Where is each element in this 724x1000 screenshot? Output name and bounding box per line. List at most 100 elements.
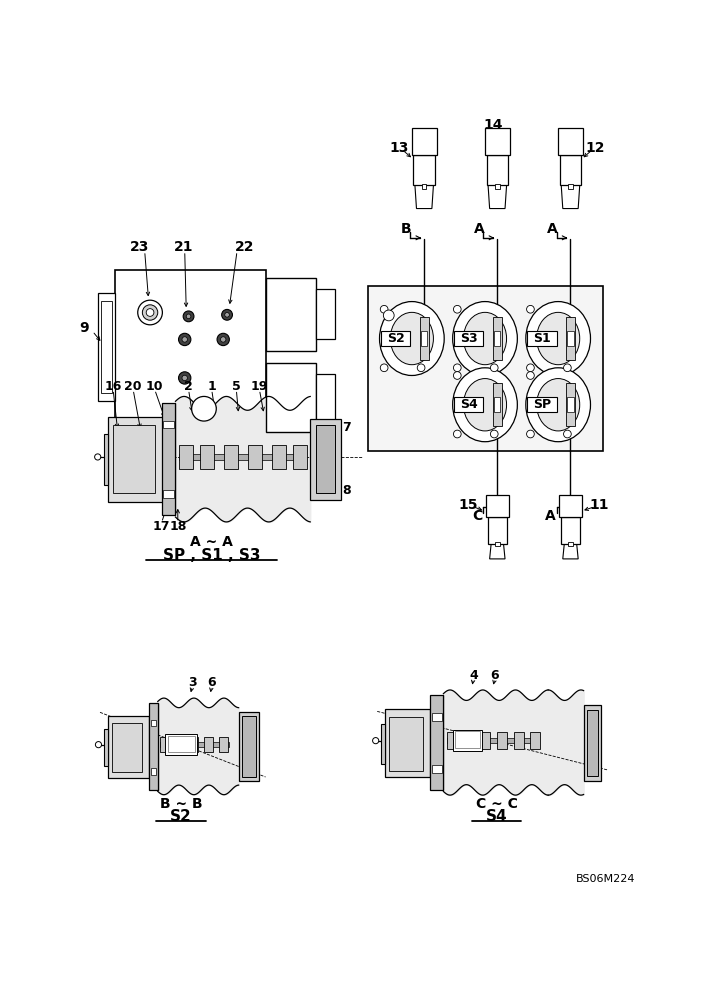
Bar	[430, 695, 443, 790]
Bar	[493, 317, 502, 360]
Bar	[494, 397, 500, 412]
Bar	[454, 331, 484, 346]
Text: 17: 17	[153, 520, 170, 533]
Ellipse shape	[463, 379, 507, 431]
Bar	[163, 490, 174, 498]
Ellipse shape	[452, 368, 518, 442]
Bar	[566, 383, 575, 426]
Circle shape	[526, 430, 534, 438]
Circle shape	[563, 430, 571, 438]
Bar	[495, 184, 500, 189]
Circle shape	[380, 364, 388, 372]
Bar	[432, 713, 442, 721]
Text: 18: 18	[169, 520, 187, 533]
Bar	[455, 731, 481, 748]
Bar	[488, 517, 507, 544]
Circle shape	[224, 312, 230, 317]
Polygon shape	[415, 185, 434, 209]
Text: 12: 12	[586, 141, 605, 155]
Bar	[421, 331, 427, 346]
Bar	[239, 712, 259, 781]
Ellipse shape	[536, 312, 580, 365]
Ellipse shape	[526, 368, 591, 442]
Text: S2: S2	[387, 332, 405, 345]
Text: A: A	[547, 222, 557, 236]
Circle shape	[453, 305, 461, 313]
Text: S4: S4	[460, 398, 478, 411]
Text: S4: S4	[486, 809, 508, 824]
Bar	[316, 425, 335, 493]
Bar	[266, 363, 316, 432]
Ellipse shape	[390, 312, 434, 365]
Bar	[219, 737, 228, 752]
Circle shape	[102, 383, 107, 388]
Circle shape	[384, 310, 394, 321]
Bar	[420, 317, 429, 360]
Bar	[561, 517, 580, 544]
Text: SP: SP	[533, 398, 551, 411]
Text: 9: 9	[80, 321, 89, 335]
Text: 11: 11	[589, 498, 609, 512]
Circle shape	[453, 364, 461, 372]
Text: S3: S3	[460, 332, 478, 345]
Circle shape	[96, 742, 101, 748]
Text: SP , S1 , S3: SP , S1 , S3	[163, 548, 261, 563]
Bar	[385, 709, 430, 777]
Bar	[584, 705, 601, 781]
Circle shape	[453, 430, 461, 438]
Bar	[568, 397, 573, 412]
Bar	[180, 454, 299, 460]
Bar	[316, 289, 335, 339]
Circle shape	[526, 305, 534, 313]
Bar	[559, 495, 582, 517]
Text: 10: 10	[146, 380, 164, 393]
Bar	[447, 738, 534, 743]
Ellipse shape	[463, 312, 507, 365]
Circle shape	[217, 333, 230, 346]
Bar	[204, 737, 213, 752]
Text: 22: 22	[235, 240, 255, 254]
Bar	[527, 331, 557, 346]
Bar	[432, 765, 442, 773]
Text: B ~ B: B ~ B	[159, 797, 202, 811]
Bar	[161, 403, 175, 515]
Bar	[108, 716, 149, 778]
Bar	[104, 729, 108, 766]
Text: 7: 7	[342, 421, 351, 434]
Text: 21: 21	[174, 240, 193, 254]
Bar	[422, 184, 426, 189]
Text: 15: 15	[459, 498, 479, 512]
Bar	[514, 732, 524, 749]
Bar	[381, 331, 411, 346]
Bar	[310, 419, 341, 500]
Bar	[188, 737, 198, 752]
Bar	[316, 374, 335, 420]
Text: 2: 2	[184, 380, 193, 393]
Bar	[568, 331, 573, 346]
Circle shape	[186, 314, 191, 319]
Text: 3: 3	[188, 676, 197, 689]
Text: C ~ C: C ~ C	[476, 797, 518, 811]
Circle shape	[95, 454, 101, 460]
Text: 6: 6	[207, 676, 216, 689]
Text: 20: 20	[125, 380, 142, 393]
Bar	[566, 317, 575, 360]
Bar	[160, 742, 229, 747]
Bar	[493, 383, 502, 426]
Bar	[568, 184, 573, 189]
Bar	[586, 710, 598, 776]
Circle shape	[490, 430, 498, 438]
Bar	[495, 542, 500, 546]
Bar	[485, 128, 510, 155]
Circle shape	[526, 364, 534, 372]
Text: 6: 6	[491, 669, 500, 682]
Bar	[200, 445, 214, 469]
Bar	[98, 293, 115, 401]
Bar	[381, 724, 385, 764]
Bar	[164, 734, 197, 755]
Text: 4: 4	[469, 669, 478, 682]
Circle shape	[222, 309, 232, 320]
Bar	[242, 716, 256, 777]
Text: BS06M224: BS06M224	[576, 874, 635, 884]
Circle shape	[373, 738, 379, 744]
